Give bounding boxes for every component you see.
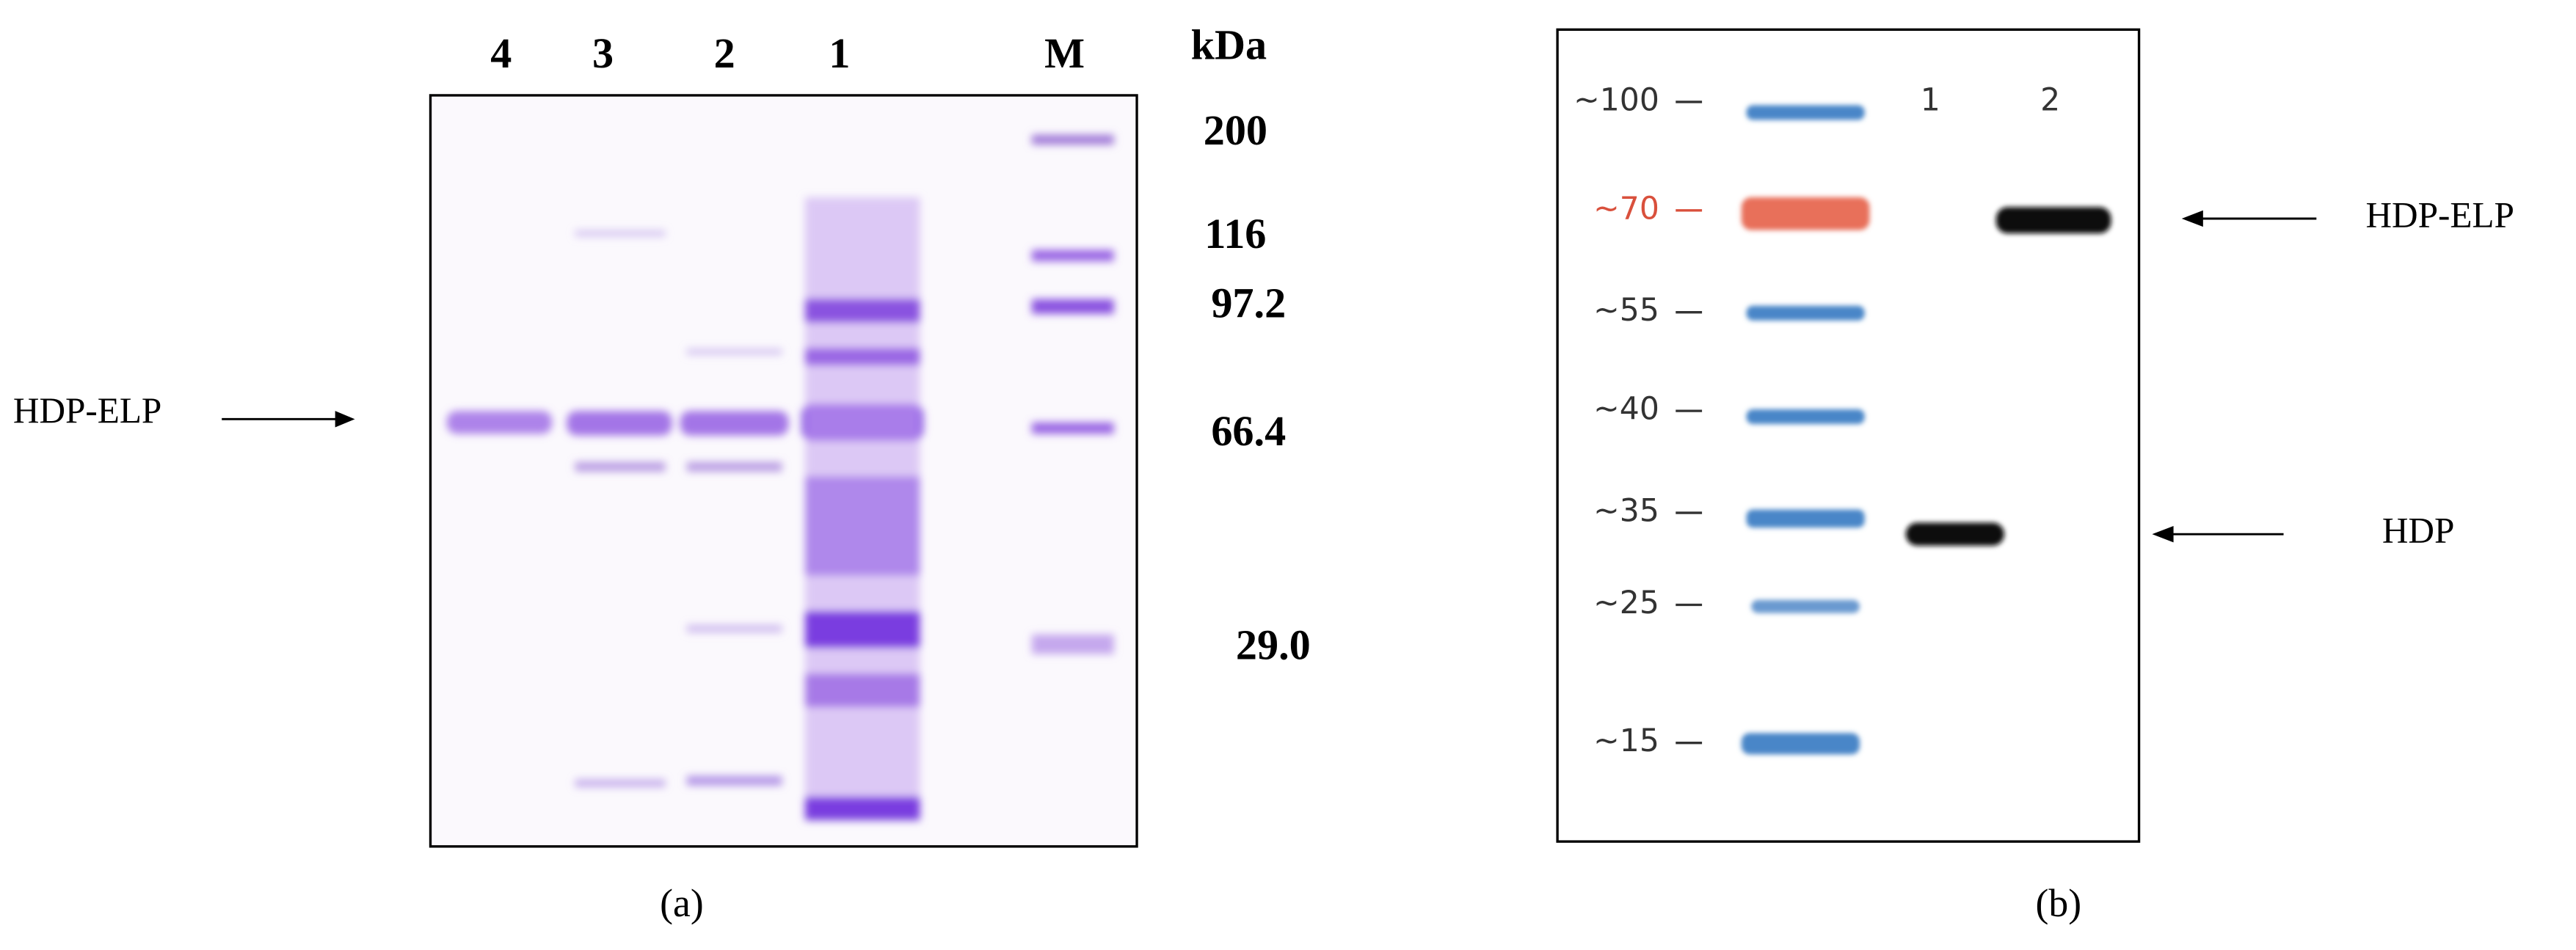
- marker-label: 97.2: [1211, 279, 1286, 326]
- ladder-bands: [1741, 105, 2111, 755]
- unit-label: kDa: [1191, 21, 1267, 69]
- arrow-label: HDP-ELP: [2365, 194, 2514, 235]
- blot-b: [1556, 28, 2141, 843]
- ladder-labels: ~100 ~70 ~55 ~40 ~35 ~25 ~15: [1573, 82, 1703, 759]
- gel-a-bands: [446, 134, 1114, 822]
- lane-label: 2: [2040, 82, 2060, 118]
- lane-label: 1: [1921, 82, 1940, 118]
- lane-label: 2: [714, 29, 735, 77]
- marker-label: 116: [1204, 210, 1266, 257]
- caption: (b): [2036, 881, 2082, 925]
- lane-label: 3: [592, 29, 614, 77]
- marker-label: ~55: [1593, 293, 1659, 329]
- arrow-head: [2152, 525, 2174, 543]
- lane-label: 4: [490, 29, 512, 77]
- marker-label: ~35: [1593, 494, 1659, 530]
- marker-label: ~15: [1593, 723, 1659, 759]
- arrow-label: HDP-ELP: [13, 390, 161, 431]
- marker-label: ~100: [1573, 82, 1659, 118]
- marker-label: ~25: [1593, 585, 1659, 621]
- lane-label: M: [1044, 29, 1085, 77]
- marker-label: 200: [1204, 106, 1267, 154]
- arrow-head: [335, 411, 355, 428]
- arrow-label: HDP: [2382, 510, 2454, 550]
- arrow-head: [2181, 210, 2203, 227]
- marker-label: 66.4: [1211, 407, 1286, 455]
- marker-dashes: [1676, 101, 1703, 745]
- gel-a: [429, 94, 1138, 848]
- marker-label: ~40: [1593, 392, 1659, 428]
- caption: (a): [660, 881, 704, 925]
- marker-label: 29.0: [1236, 621, 1311, 668]
- marker-label: ~70: [1593, 191, 1659, 227]
- lane-label: 1: [829, 29, 850, 77]
